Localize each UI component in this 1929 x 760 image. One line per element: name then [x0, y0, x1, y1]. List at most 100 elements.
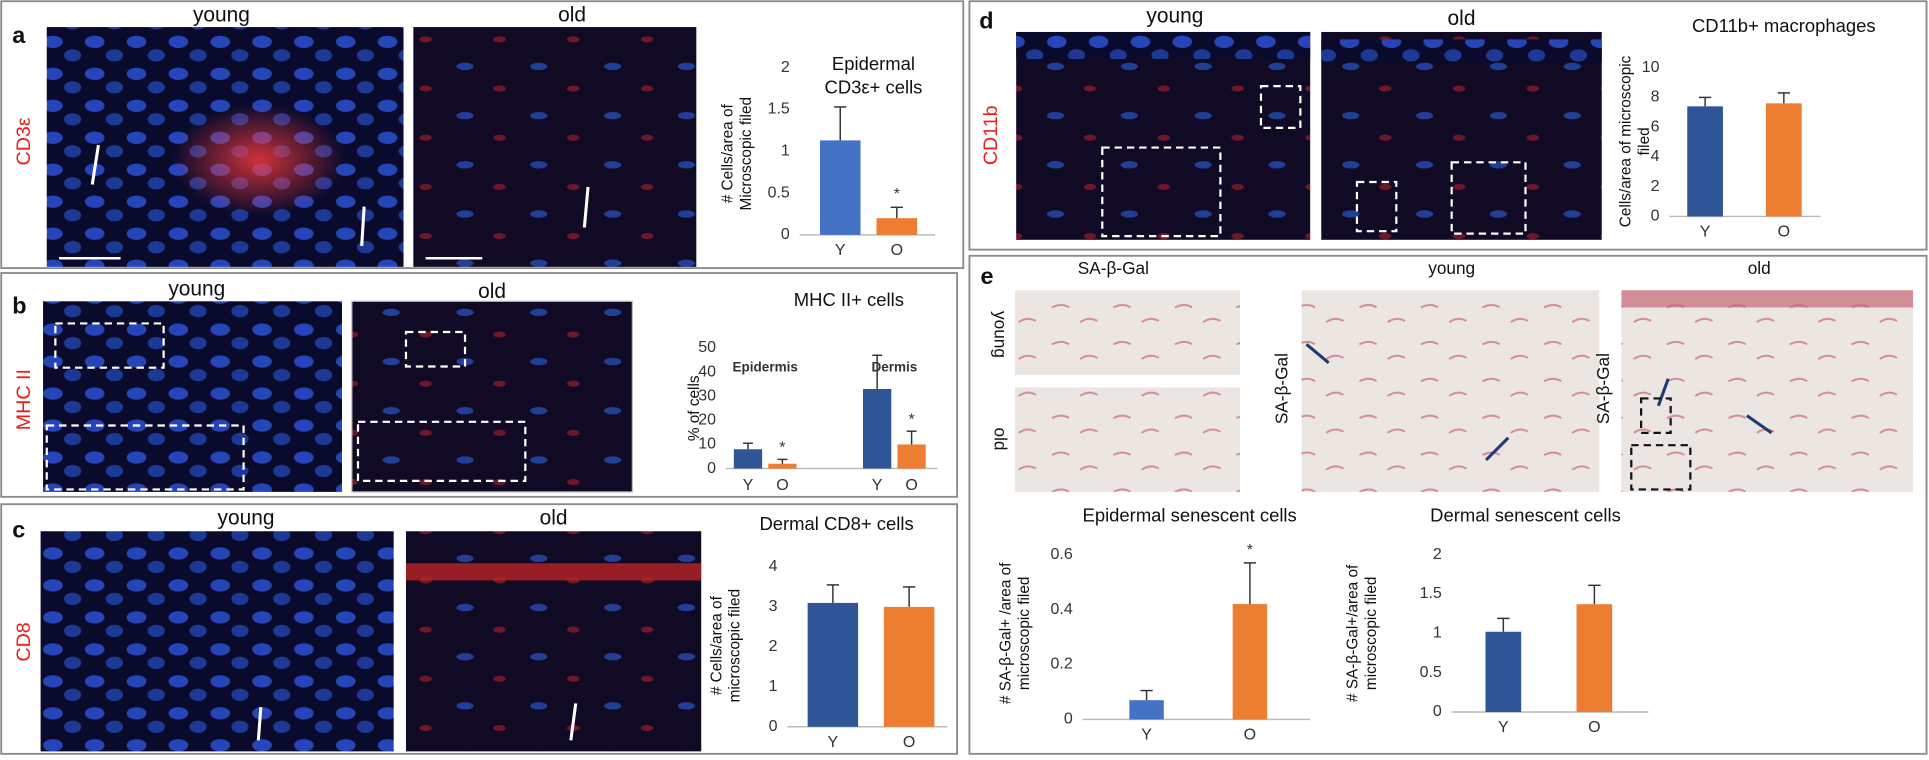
- y-tick-label: 10: [698, 436, 716, 453]
- y-axis-label: microscopic filed: [727, 589, 744, 703]
- bar: [733, 449, 763, 469]
- image-label: old: [1448, 7, 1476, 30]
- arrow: [1305, 343, 1330, 364]
- chart-title: MHC II+ cells: [794, 289, 904, 310]
- chart-title: CD11b+ macrophages: [1692, 15, 1876, 36]
- y-axis-label: microscopic filed: [1016, 577, 1033, 691]
- image-label: old: [558, 4, 586, 27]
- y-tick-label: 4: [769, 558, 778, 575]
- micrograph: [1016, 31, 1311, 240]
- y-tick-label: 10: [1642, 59, 1660, 76]
- annotation: *: [894, 186, 900, 203]
- y-tick-label: 0: [769, 718, 778, 735]
- annotation: *: [1247, 542, 1253, 559]
- y-tick-label: 0: [1651, 208, 1660, 225]
- y-axis-label: # SA-β-Gal+/area of: [1344, 564, 1361, 702]
- y-tick-label: 1: [769, 678, 778, 695]
- y-tick-label: 1.5: [768, 101, 790, 118]
- image-label: young: [1428, 258, 1475, 278]
- bar: [807, 602, 859, 727]
- y-tick-label: 0: [1433, 703, 1442, 720]
- micrograph: [1301, 290, 1600, 492]
- panel-frame: [0, 503, 959, 755]
- group-label: Dermis: [871, 359, 917, 374]
- panel-frame: [968, 254, 1928, 755]
- y-tick-label: 1: [781, 142, 790, 159]
- stain-label: CD3ε: [13, 117, 35, 165]
- annotation: *: [908, 411, 914, 428]
- x-tick-label: Y: [1498, 719, 1509, 736]
- y-tick-label: 2: [781, 59, 790, 76]
- y-tick-label: 20: [698, 412, 716, 429]
- inset-box: [1640, 397, 1672, 434]
- y-tick-label: 2: [1433, 546, 1442, 563]
- image-label: young: [218, 506, 275, 529]
- x-tick-label: O: [905, 477, 917, 494]
- image-label: young: [193, 4, 250, 27]
- x-tick-label: O: [903, 734, 915, 751]
- chart-title: Epidermal senescent cells: [1083, 504, 1297, 525]
- bar: [883, 606, 935, 727]
- y-axis-label: Microscopic filed: [738, 97, 755, 211]
- inset-box: [1355, 180, 1398, 233]
- micrograph: [40, 531, 394, 752]
- y-axis-label: # Cells/area of: [719, 103, 736, 203]
- panel-frame: [0, 0, 965, 270]
- inset-box: [1259, 84, 1302, 130]
- panel-letter: a: [12, 22, 26, 48]
- y-tick-label: 0: [707, 460, 716, 477]
- row-label: young: [990, 311, 1010, 358]
- y-axis-label: # Cells/area of: [708, 595, 725, 695]
- bar: [819, 140, 861, 235]
- y-tick-label: 1.5: [1420, 585, 1442, 602]
- stain-label: MHC II: [13, 369, 35, 430]
- y-axis-label: filed: [1636, 127, 1653, 155]
- image-label: old: [478, 280, 506, 303]
- chart-title: Dermal CD8+ cells: [759, 513, 913, 534]
- bar: [1232, 604, 1268, 720]
- bar: [897, 444, 926, 469]
- stain-label: SA-β-Gal: [1272, 353, 1292, 424]
- chart-title: Epidermal: [832, 53, 915, 74]
- image-label: SA-β-Gal: [1078, 258, 1149, 278]
- micrograph-layer: [1016, 31, 1311, 60]
- x-tick-label: Y: [828, 734, 839, 751]
- micrograph: [413, 27, 697, 267]
- panel-letter: b: [12, 293, 26, 319]
- x-tick-label: Y: [1141, 727, 1152, 744]
- y-tick-label: 0.5: [1420, 664, 1442, 681]
- micrograph: [43, 301, 343, 492]
- chart-title: Dermal senescent cells: [1430, 504, 1621, 525]
- panel-frame: [0, 272, 959, 498]
- micrograph: [1621, 290, 1914, 492]
- inset-box: [1630, 444, 1692, 491]
- panel-letter: c: [12, 516, 25, 542]
- bar: [863, 389, 892, 469]
- inset-box: [404, 330, 467, 368]
- bar: [1576, 604, 1613, 713]
- y-tick-label: 3: [769, 598, 778, 615]
- x-tick-label: O: [1244, 727, 1256, 744]
- image-label: young: [168, 278, 225, 301]
- micrograph: [351, 300, 633, 493]
- arrow: [1485, 436, 1510, 462]
- arrow: [90, 144, 100, 185]
- arrow: [360, 206, 366, 247]
- stain-label: CD11b: [980, 105, 1002, 165]
- arrow: [256, 707, 263, 741]
- bar: [876, 218, 918, 235]
- panel-letter: d: [979, 7, 993, 33]
- x-tick-label: Y: [835, 242, 846, 259]
- annotation: *: [779, 440, 785, 457]
- arrow: [1656, 378, 1670, 407]
- x-tick-label: O: [776, 477, 788, 494]
- panel-letter: e: [980, 263, 993, 289]
- x-tick-label: Y: [1700, 224, 1711, 241]
- y-axis-label: microscopic filed: [1363, 577, 1380, 691]
- y-tick-label: 0.4: [1051, 601, 1073, 618]
- panel-frame: [968, 0, 1928, 251]
- y-axis-label: Cells/area of microscopic: [1617, 55, 1634, 227]
- y-axis-label: % of cells: [686, 375, 703, 441]
- inset-box: [356, 420, 527, 482]
